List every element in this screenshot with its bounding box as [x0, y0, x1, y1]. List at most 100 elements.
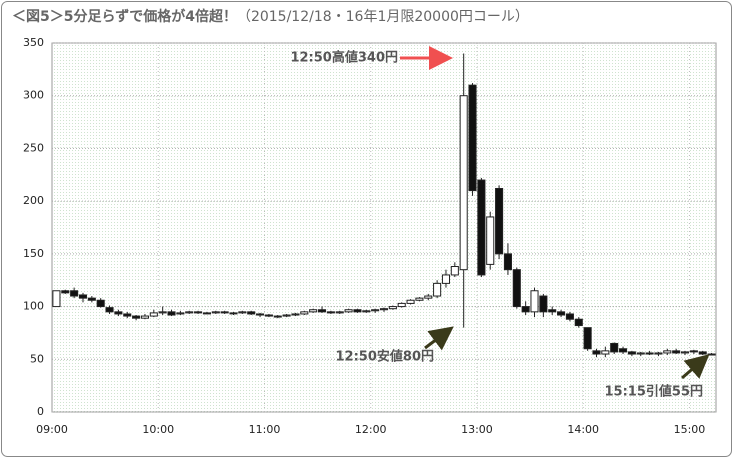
- candle-body: [194, 311, 203, 314]
- y-tick-label: 50: [30, 352, 44, 365]
- candle-body: [574, 318, 583, 327]
- candle-body: [539, 295, 548, 313]
- candle-body: [167, 311, 176, 316]
- candle-body: [96, 299, 105, 308]
- candle-body: [149, 312, 158, 317]
- candle-body: [663, 350, 672, 354]
- candle-body: [636, 352, 645, 355]
- candle-body: [158, 311, 167, 314]
- y-tick-label: 250: [23, 141, 44, 154]
- title: ＜図5＞5分足らずで価格が4倍超！: [12, 8, 237, 25]
- arrow: [681, 354, 710, 380]
- candle-body: [220, 311, 229, 314]
- candle-body: [87, 297, 96, 301]
- candle-body: [353, 309, 362, 313]
- annotation: 12:50高値340円: [290, 50, 398, 66]
- subtitle: （2015/12/18・16年1月限20000円コール）: [237, 9, 529, 25]
- candle-body: [202, 312, 211, 315]
- candle-body: [707, 353, 716, 356]
- candle-body: [105, 307, 114, 313]
- candle-body: [256, 313, 265, 316]
- candle-body: [388, 306, 397, 310]
- candle-body: [291, 313, 300, 316]
- arrow: [424, 326, 454, 351]
- candle-body: [371, 309, 380, 312]
- candle-body: [495, 187, 504, 255]
- candle-body: [52, 290, 61, 308]
- candle-body: [530, 290, 539, 313]
- candle-body: [229, 312, 238, 315]
- candle-body: [592, 350, 601, 355]
- candle-body: [486, 216, 495, 265]
- candle-body: [70, 290, 79, 297]
- candle-body: [424, 295, 433, 299]
- x-tick-label: 10:00: [142, 423, 174, 436]
- candle-body: [406, 299, 415, 304]
- candle-body: [548, 309, 557, 313]
- candle-body: [282, 314, 291, 317]
- candle-body: [503, 253, 512, 271]
- candle-body: [300, 311, 309, 315]
- candle-body: [247, 311, 256, 315]
- x-tick-label: 13:00: [461, 423, 493, 436]
- y-tick-label: 0: [37, 405, 44, 418]
- candle-body: [477, 179, 486, 276]
- x-tick-label: 11:00: [249, 423, 281, 436]
- x-tick-label: 12:00: [355, 423, 387, 436]
- candle-body: [512, 269, 521, 308]
- x-tick-label: 15:00: [674, 423, 706, 436]
- candle-body: [565, 313, 574, 320]
- candle-body: [344, 309, 353, 313]
- candle-body: [433, 282, 442, 297]
- candle-body: [176, 312, 185, 315]
- annotation: 15:15引値55円: [605, 384, 703, 400]
- candle-body: [379, 308, 389, 311]
- candle-body: [680, 351, 690, 354]
- candle-body: [326, 311, 335, 314]
- y-tick-label: 200: [23, 194, 44, 207]
- candle-body: [317, 309, 327, 313]
- candle-body: [78, 294, 88, 299]
- candle-body: [335, 311, 344, 314]
- candle-body: [309, 309, 318, 313]
- candle-body: [123, 313, 132, 317]
- candle-body: [238, 311, 247, 314]
- candle-body: [441, 274, 451, 284]
- x-tick-label: 14:00: [567, 423, 599, 436]
- candle-body: [698, 351, 707, 355]
- candle-body: [61, 290, 70, 294]
- candle-body: [618, 348, 628, 353]
- candle-body: [362, 310, 371, 313]
- candle-body: [672, 350, 681, 354]
- candle-body: [601, 350, 610, 355]
- candle-body: [273, 315, 282, 318]
- candle-body: [583, 327, 592, 350]
- candle-body: [264, 314, 273, 317]
- candle-body: [459, 95, 468, 271]
- candle-body: [689, 350, 698, 353]
- candle-body: [468, 84, 477, 192]
- candle-body: [654, 352, 663, 355]
- annotation: 12:50安値80円: [336, 349, 434, 365]
- y-tick-label: 100: [23, 300, 44, 313]
- candle-body: [627, 351, 636, 355]
- candle-body: [114, 311, 123, 315]
- y-tick-label: 350: [23, 36, 44, 49]
- candle-body: [415, 297, 424, 301]
- chart-title: ＜図5＞5分足らずで価格が4倍超！（2015/12/18・16年1月限20000…: [12, 8, 529, 25]
- candle-body: [397, 302, 406, 308]
- candle-body: [610, 342, 619, 353]
- candle-body: [645, 352, 654, 355]
- y-tick-label: 150: [23, 247, 44, 260]
- y-tick-label: 300: [23, 89, 44, 102]
- x-tick-label: 09:00: [36, 423, 68, 436]
- candle-body: [185, 311, 194, 314]
- candle-body: [521, 306, 530, 313]
- candle-body: [211, 311, 220, 314]
- candle-body: [557, 311, 566, 316]
- candle-body: [132, 315, 141, 319]
- candle-body: [140, 315, 150, 319]
- candle-body: [450, 266, 459, 276]
